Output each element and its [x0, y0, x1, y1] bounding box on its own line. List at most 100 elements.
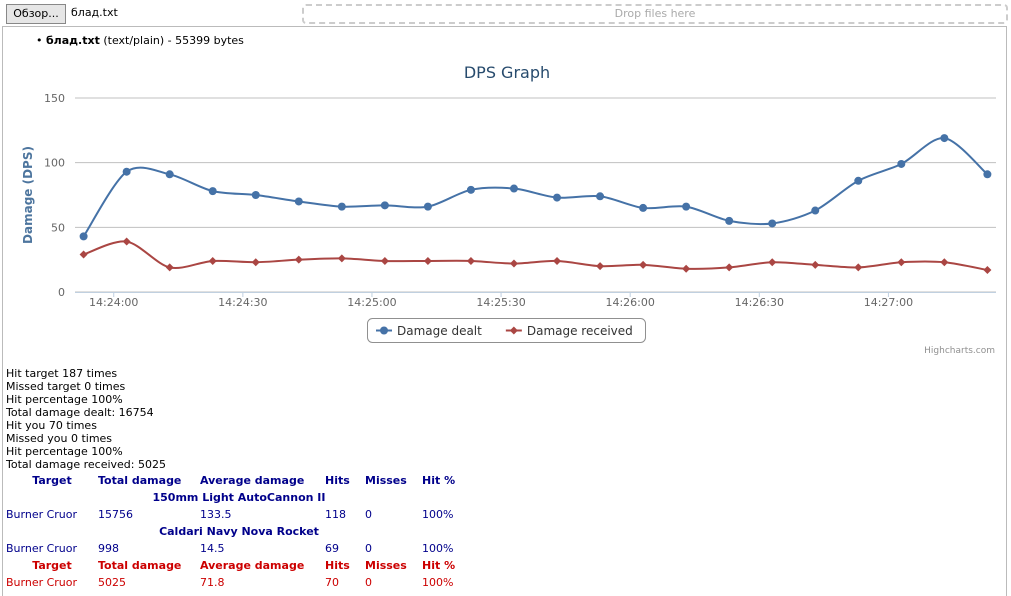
data-point	[122, 167, 131, 176]
file-info-name: блад.txt	[46, 34, 100, 47]
cell: Burner Cruor	[6, 542, 78, 555]
data-point	[466, 256, 475, 265]
data-point	[380, 256, 389, 265]
stat-line: Hit percentage 100%	[6, 445, 123, 458]
cell: 15756	[98, 508, 133, 521]
data-point	[897, 258, 906, 267]
data-point	[940, 134, 949, 143]
data-point	[768, 258, 777, 267]
cell: 71.8	[200, 576, 225, 589]
file-info-details: (text/plain) - 55399 bytes	[103, 34, 244, 47]
data-point	[983, 170, 992, 179]
header-row: Target Total damage Average damage Hits …	[6, 557, 472, 574]
data-point	[940, 258, 949, 267]
data-point	[423, 202, 432, 211]
cell: 100%	[422, 576, 454, 589]
data-point	[337, 202, 346, 211]
data-point	[854, 176, 863, 185]
header-cell: Total damage	[98, 559, 182, 572]
header-cell: Hits	[325, 474, 350, 487]
legend-marker	[380, 326, 388, 335]
cell: 14.5	[200, 542, 225, 555]
data-point	[509, 259, 518, 268]
data-point	[768, 219, 777, 228]
data-point	[79, 232, 88, 241]
credit: Highcharts.com	[924, 346, 995, 356]
data-point	[294, 197, 303, 206]
stat-line: Hit target 187 times	[6, 367, 118, 380]
cell: 69	[325, 542, 339, 555]
series-line	[83, 240, 988, 271]
data-point	[165, 263, 174, 272]
cell: 0	[365, 576, 372, 589]
cell: 100%	[422, 542, 454, 555]
data-point	[251, 258, 260, 267]
stat-line: Total damage received: 5025	[6, 458, 166, 471]
cell: 118	[325, 508, 346, 521]
cell: 5025	[98, 576, 126, 589]
data-row: Burner Cruor 15756 133.5 118 0 100%	[6, 506, 472, 523]
legend-label: Damage dealt	[397, 324, 482, 338]
header-cell: Average damage	[200, 474, 305, 487]
data-point	[337, 254, 346, 263]
data-point	[983, 266, 992, 275]
incoming-table: Target Total damage Average damage Hits …	[6, 557, 472, 591]
chart: DPS Graph Damage (DPS) Highcharts.com 0 5…	[21, 63, 996, 356]
data-point	[553, 256, 562, 265]
browse-button[interactable]: Обзор...	[6, 4, 66, 24]
y-tick-label: 150	[44, 92, 65, 105]
y-axis-title: Damage (DPS)	[21, 146, 35, 244]
x-tick-label: 14:26:30	[735, 296, 784, 309]
header-cell: Misses	[365, 559, 407, 572]
outgoing-table: Target Total damage Average damage Hits …	[6, 472, 472, 557]
cell: 0	[365, 508, 372, 521]
data-point	[509, 184, 518, 193]
y-tick-label: 50	[51, 221, 65, 234]
stat-line: Hit you 70 times	[6, 419, 97, 432]
legend-marker	[509, 326, 518, 335]
data-point	[596, 262, 605, 271]
data-point	[897, 159, 906, 168]
data-point	[682, 264, 691, 273]
data-point	[553, 193, 562, 202]
data-point	[682, 202, 691, 211]
legend-label: Damage received	[527, 324, 633, 338]
stat-line: Hit percentage 100%	[6, 393, 123, 406]
file-info: • блад.txt (text/plain) - 55399 bytes	[36, 34, 244, 47]
data-row: Burner Cruor 5025 71.8 70 0 100%	[6, 574, 472, 591]
data-point	[208, 256, 217, 265]
file-name: блад.txt	[71, 6, 118, 19]
x-tick-label: 14:26:00	[605, 296, 654, 309]
header-cell: Hits	[325, 559, 350, 572]
drop-zone[interactable]: Drop files here	[302, 4, 1008, 24]
data-point	[423, 256, 432, 265]
y-tick-label: 100	[44, 157, 65, 170]
data-point	[251, 191, 260, 199]
header-cell: Hit %	[422, 559, 456, 572]
data-point	[811, 206, 820, 215]
data-point	[466, 185, 475, 194]
x-tick-label: 14:25:30	[476, 296, 525, 309]
data-point	[639, 203, 648, 212]
series-line	[82, 137, 989, 237]
data-point	[639, 260, 648, 269]
cell: 133.5	[200, 508, 232, 521]
data-point	[380, 201, 389, 210]
header-cell: Total damage	[98, 474, 182, 487]
data-point	[208, 187, 217, 196]
header-row: Target Total damage Average damage Hits …	[6, 472, 472, 489]
content-frame	[2, 26, 1007, 596]
weapon-name: Caldari Navy Nova Rocket	[159, 525, 319, 538]
stat-line: Missed you 0 times	[6, 432, 113, 445]
stats: Hit target 187 times Missed target 0 time…	[6, 367, 166, 471]
y-tick-label: 0	[58, 286, 65, 299]
stat-line: Total damage dealt: 16754	[6, 406, 154, 419]
cell: Burner Cruor	[6, 576, 78, 589]
cell: Burner Cruor	[6, 508, 78, 521]
data-row: Burner Cruor 998 14.5 69 0 100%	[6, 540, 472, 557]
header-cell: Misses	[365, 474, 407, 487]
x-tick-label: 14:24:00	[89, 296, 138, 309]
data-point	[854, 263, 863, 272]
data-point	[294, 255, 303, 264]
